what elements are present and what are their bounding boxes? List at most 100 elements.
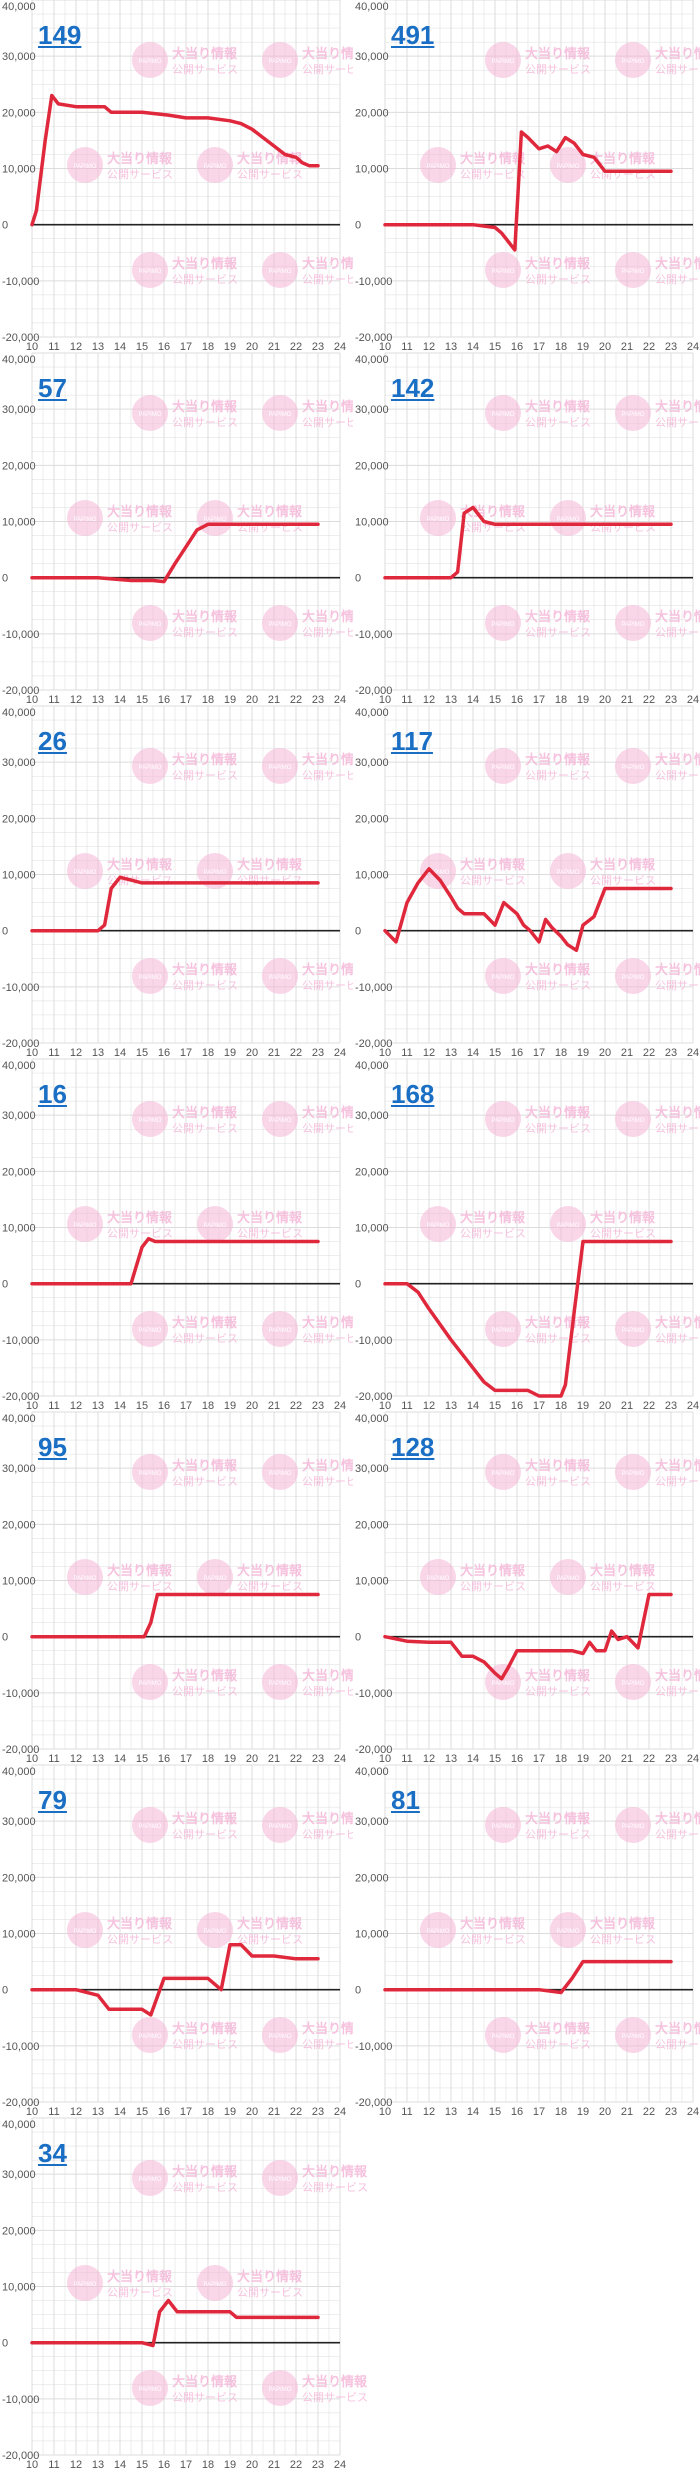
machine-number-link[interactable]: 26 <box>38 726 67 756</box>
machine-number-link[interactable]: 142 <box>391 373 435 403</box>
y-tick-label: 0 <box>355 573 361 585</box>
x-tick-label: 10 <box>26 341 38 353</box>
y-tick-label: 0 <box>2 1985 8 1997</box>
watermark-text-line2: 公開サービス <box>107 168 173 181</box>
watermark-text-line2: 公開サービス <box>107 2286 173 2299</box>
watermark-text-line2: 公開サービス <box>525 626 591 639</box>
machine-number-link[interactable]: 79 <box>38 1785 67 1815</box>
x-tick-label: 23 <box>312 1753 324 1765</box>
watermark-text-line2: 公開サービス <box>107 1227 173 1240</box>
x-tick-label: 10 <box>379 1047 391 1059</box>
watermark-badge-text: PAPIMO <box>492 1118 515 1124</box>
watermark-text-line2: 公開サービス <box>302 2391 368 2404</box>
watermark-badge <box>615 748 651 784</box>
watermark-badge <box>262 1454 298 1490</box>
y-tick-label: -20,000 <box>2 2450 39 2462</box>
y-tick-label: 10,000 <box>355 870 389 882</box>
machine-number-link[interactable]: 57 <box>38 373 67 403</box>
watermark-text-line2: 公開サービス <box>172 273 238 286</box>
watermark-text-line2: 公開サービス <box>172 1332 238 1345</box>
x-tick-label: 21 <box>268 2459 280 2471</box>
machine-number-link[interactable]: 149 <box>38 20 82 50</box>
x-tick-label: 16 <box>511 1753 523 1765</box>
x-tick-label: 20 <box>599 2106 611 2118</box>
watermark-text-line1: 大当り情報 <box>302 752 368 768</box>
watermark-badge-text: PAPIMO <box>269 1471 292 1477</box>
x-tick-label: 13 <box>92 1753 104 1765</box>
watermark-text-line2: 公開サービス <box>655 769 700 782</box>
series-line <box>383 1239 673 1398</box>
x-tick-label: 17 <box>533 2106 545 2118</box>
watermark-badge-text: PAPIMO <box>269 1118 292 1124</box>
watermark-badge-text: PAPIMO <box>492 975 515 981</box>
watermark-badge <box>550 1206 586 1242</box>
x-tick-label: 11 <box>48 694 59 706</box>
x-tick-label: 21 <box>621 1400 633 1412</box>
x-tick-label: 21 <box>268 341 280 353</box>
machine-number-link[interactable]: 81 <box>391 1785 420 1815</box>
x-tick-label: 18 <box>202 1753 214 1765</box>
machine-number-link[interactable]: 16 <box>38 1079 67 1109</box>
x-tick-label: 24 <box>687 341 699 353</box>
y-tick-label: -20,000 <box>2 1038 39 1050</box>
x-tick-label: 12 <box>423 694 435 706</box>
watermark-text-line2: 公開サービス <box>655 416 700 429</box>
watermark-text-line2: 公開サービス <box>655 63 700 76</box>
x-tick-label: 15 <box>136 2106 148 2118</box>
watermark-badge-text: PAPIMO <box>622 1824 645 1830</box>
watermark-badge-text: PAPIMO <box>622 1471 645 1477</box>
x-tick-label: 11 <box>401 2106 412 2118</box>
watermark-badge-text: PAPIMO <box>492 269 515 275</box>
x-tick-label: 21 <box>621 2106 633 2118</box>
x-tick-label: 20 <box>246 2459 258 2471</box>
y-tick-label: -10,000 <box>355 982 392 994</box>
watermark-badge <box>262 395 298 431</box>
watermark-text-line1: 大当り情報 <box>172 46 238 62</box>
watermark-badge <box>615 252 651 288</box>
machine-number-link[interactable]: 34 <box>38 2138 67 2168</box>
watermark-text-line1: 大当り情報 <box>525 256 591 272</box>
x-tick-label: 23 <box>312 2106 324 2118</box>
x-tick-label: 18 <box>555 2106 567 2118</box>
x-tick-label: 10 <box>26 694 38 706</box>
y-tick-label: 30,000 <box>2 404 36 416</box>
x-tick-label: 11 <box>48 1400 59 1412</box>
watermark-badge <box>615 1101 651 1137</box>
watermark-text-line2: 公開サービス <box>655 1475 700 1488</box>
y-tick-label: -10,000 <box>355 629 392 641</box>
x-tick-label: 14 <box>114 1400 126 1412</box>
machine-number-link[interactable]: 128 <box>391 1432 435 1462</box>
watermark-text-line2: 公開サービス <box>655 273 700 286</box>
y-tick-label: 30,000 <box>2 757 36 769</box>
machine-number-link[interactable]: 168 <box>391 1079 435 1109</box>
x-tick-label: 13 <box>92 2106 104 2118</box>
watermark-badge-text: PAPIMO <box>622 622 645 628</box>
y-tick-label: -20,000 <box>355 685 392 697</box>
machine-number-link[interactable]: 95 <box>38 1432 67 1462</box>
watermark-text-line2: 公開サービス <box>302 626 368 639</box>
watermark-badge-text: PAPIMO <box>74 870 97 876</box>
machine-number-link[interactable]: 117 <box>391 726 433 756</box>
watermark-badge-text: PAPIMO <box>557 517 580 523</box>
watermark-badge-text: PAPIMO <box>74 517 97 523</box>
watermark-text-line1: 大当り情報 <box>107 2269 173 2285</box>
watermark-badge-text: PAPIMO <box>622 59 645 65</box>
y-tick-label: -20,000 <box>2 685 39 697</box>
x-tick-label: 18 <box>555 341 567 353</box>
y-tick-label: 20,000 <box>2 1519 36 1531</box>
watermark-text-line2: 公開サービス <box>172 2391 238 2404</box>
y-tick-label: 20,000 <box>355 1166 389 1178</box>
machine-number-link[interactable]: 491 <box>391 20 435 50</box>
watermark-badge <box>485 1454 521 1490</box>
x-tick-label: 14 <box>114 1753 126 1765</box>
x-tick-label: 11 <box>401 341 412 353</box>
y-tick-label: 30,000 <box>355 757 389 769</box>
x-tick-label: 16 <box>511 694 523 706</box>
watermark-text-line1: 大当り情報 <box>172 256 238 272</box>
y-tick-label: 20,000 <box>355 1872 389 1884</box>
watermark-badge <box>485 1311 521 1347</box>
y-tick-label: 0 <box>355 1279 361 1291</box>
